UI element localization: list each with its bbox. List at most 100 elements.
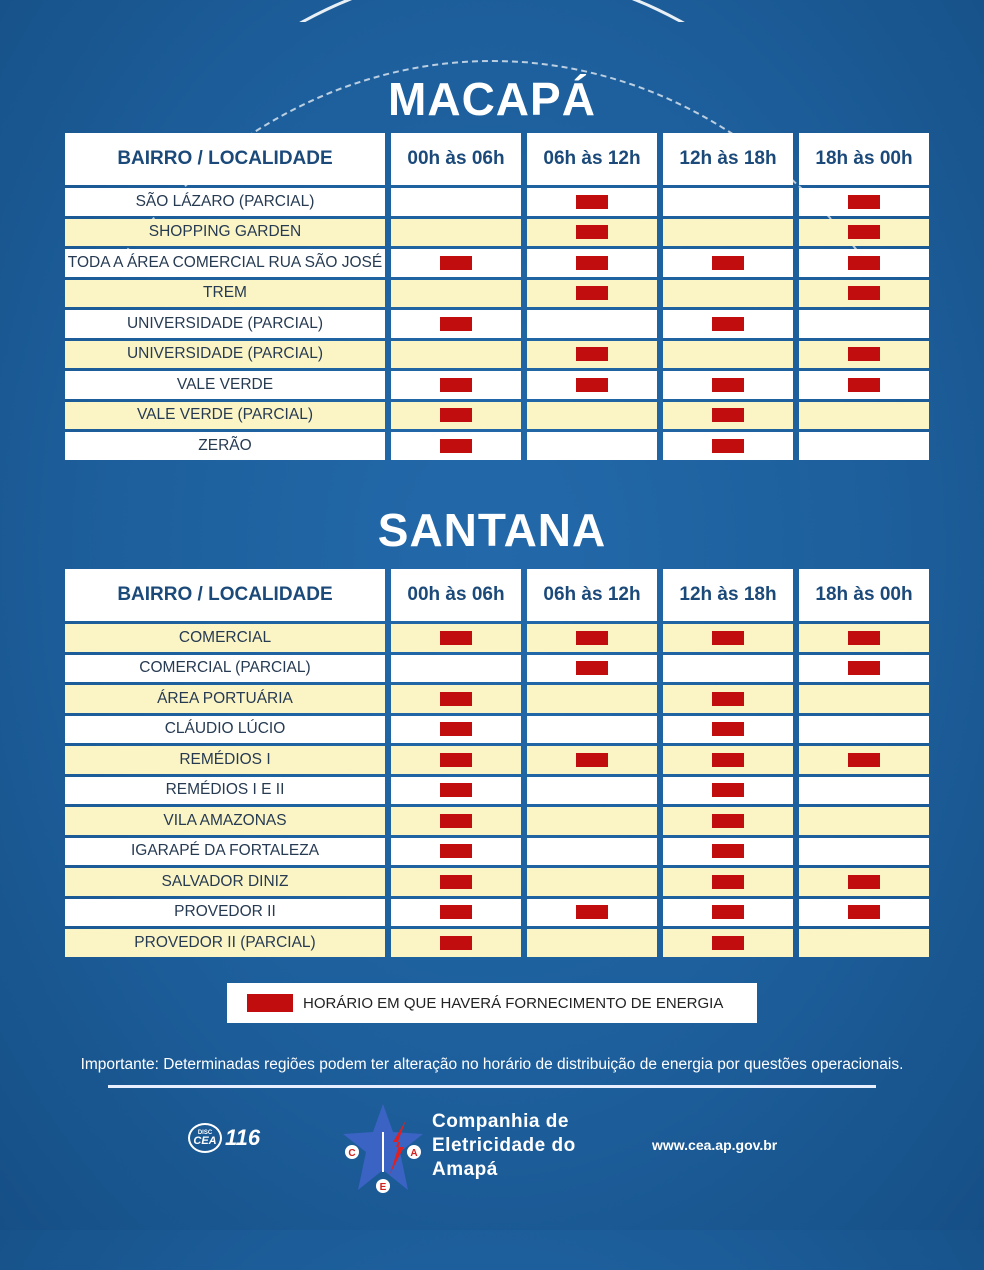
energy-supply-mark	[440, 874, 472, 889]
hotline-prefix: DISC	[197, 1130, 213, 1136]
time-slot-cell	[799, 371, 929, 399]
time-slot-cell	[391, 715, 521, 743]
time-slot-cell	[799, 715, 929, 743]
table-row: VALE VERDE (PARCIAL)	[65, 401, 929, 429]
energy-supply-mark	[712, 935, 744, 950]
logo-letter-c: C	[348, 1148, 355, 1159]
time-slot-cell	[527, 401, 657, 429]
time-slot-cell	[527, 715, 657, 743]
time-slot-cell	[391, 654, 521, 682]
location-name: VALE VERDE (PARCIAL)	[65, 401, 385, 429]
energy-supply-mark	[576, 225, 608, 240]
header-row: BAIRRO / LOCALIDADE 00h às 06h 06h às 12h 1…	[65, 569, 929, 621]
energy-supply-mark	[440, 630, 472, 645]
energy-supply-mark	[576, 661, 608, 676]
table-row: VALE VERDE	[65, 371, 929, 399]
time-slot-cell	[527, 898, 657, 926]
time-slot-cell	[391, 776, 521, 804]
energy-supply-mark	[712, 377, 744, 392]
location-name: TODA A ÁREA COMERCIAL RUA SÃO JOSÉ	[65, 249, 385, 277]
energy-supply-mark	[712, 752, 744, 767]
energy-supply-mark	[440, 722, 472, 737]
column-header-time: 00h às 06h	[391, 569, 521, 621]
location-name: CLÁUDIO LÚCIO	[65, 715, 385, 743]
time-slot-cell	[391, 371, 521, 399]
energy-supply-mark	[576, 347, 608, 362]
company-line: Eletricidade do	[432, 1135, 576, 1156]
time-slot-cell	[527, 868, 657, 896]
time-slot-cell	[663, 685, 793, 713]
time-slot-cell	[527, 837, 657, 865]
energy-supply-mark	[440, 408, 472, 423]
time-slot-cell	[391, 837, 521, 865]
energy-supply-mark	[712, 874, 744, 889]
energy-supply-mark	[848, 905, 880, 920]
energy-supply-mark	[440, 844, 472, 859]
time-slot-cell	[663, 776, 793, 804]
divider	[108, 1085, 876, 1088]
time-slot-cell	[663, 715, 793, 743]
energy-supply-mark	[712, 844, 744, 859]
time-slot-cell	[663, 340, 793, 368]
time-slot-cell	[799, 188, 929, 216]
time-slot-cell	[527, 807, 657, 835]
legend: HORÁRIO EM QUE HAVERÁ FORNECIMENTO DE EN…	[227, 983, 757, 1023]
location-name: UNIVERSIDADE (PARCIAL)	[65, 310, 385, 338]
time-slot-cell	[391, 746, 521, 774]
company-name: Companhia de Eletricidade do Amapá	[432, 1110, 576, 1182]
location-name: PROVEDOR II (PARCIAL)	[65, 929, 385, 957]
energy-supply-mark	[712, 813, 744, 828]
time-slot-cell	[527, 279, 657, 307]
energy-supply-mark	[848, 661, 880, 676]
time-slot-cell	[799, 807, 929, 835]
energy-supply-mark	[848, 225, 880, 240]
location-name: IGARAPÉ DA FORTALEZA	[65, 837, 385, 865]
time-slot-cell	[391, 310, 521, 338]
column-header-time: 18h às 00h	[799, 133, 929, 185]
energy-supply-mark	[848, 255, 880, 270]
hotline-number: 116	[225, 1125, 261, 1150]
time-slot-cell	[391, 685, 521, 713]
energy-supply-mark	[576, 286, 608, 301]
energy-supply-mark	[848, 752, 880, 767]
time-slot-cell	[799, 868, 929, 896]
time-slot-cell	[527, 249, 657, 277]
time-slot-cell	[799, 746, 929, 774]
website-link[interactable]: www.cea.ap.gov.br	[652, 1137, 778, 1153]
energy-supply-mark	[440, 438, 472, 453]
time-slot-cell	[663, 249, 793, 277]
table-row: SHOPPING GARDEN	[65, 218, 929, 246]
table-row: TREM	[65, 279, 929, 307]
time-slot-cell	[391, 624, 521, 652]
time-slot-cell	[527, 624, 657, 652]
location-name: VALE VERDE	[65, 371, 385, 399]
column-header-time: 06h às 12h	[527, 133, 657, 185]
important-note: Importante: Determinadas regiões podem t…	[80, 1056, 904, 1073]
energy-supply-mark	[712, 783, 744, 798]
location-name: ZERÃO	[65, 432, 385, 460]
energy-supply-mark	[712, 722, 744, 737]
column-header-time: 12h às 18h	[663, 569, 793, 621]
energy-supply-mark	[576, 194, 608, 209]
header-row: BAIRRO / LOCALIDADE 00h às 06h 06h às 12h 1…	[65, 133, 929, 185]
time-slot-cell	[663, 624, 793, 652]
time-slot-cell	[663, 371, 793, 399]
energy-supply-mark	[440, 255, 472, 270]
time-slot-cell	[663, 746, 793, 774]
time-slot-cell	[527, 218, 657, 246]
time-slot-cell	[391, 929, 521, 957]
time-slot-cell	[799, 401, 929, 429]
energy-supply-mark	[712, 691, 744, 706]
location-name: VILA AMAZONAS	[65, 807, 385, 835]
hotline-badge: DISC CEA	[188, 1123, 222, 1153]
location-name: ÁREA PORTUÁRIA	[65, 685, 385, 713]
time-slot-cell	[391, 188, 521, 216]
location-name: SALVADOR DINIZ	[65, 868, 385, 896]
energy-supply-mark	[440, 691, 472, 706]
location-name: SHOPPING GARDEN	[65, 218, 385, 246]
time-slot-cell	[527, 776, 657, 804]
energy-supply-mark	[848, 630, 880, 645]
time-slot-cell	[391, 249, 521, 277]
energy-supply-mark	[440, 783, 472, 798]
energy-supply-mark	[848, 194, 880, 209]
